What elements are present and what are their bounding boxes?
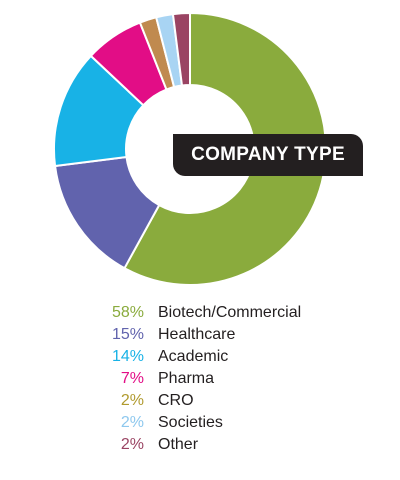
legend-label: Pharma	[158, 370, 215, 387]
chart-title-badge: COMPANY TYPE	[173, 134, 363, 176]
legend-percent: 58%	[111, 304, 144, 321]
legend-item-healthcare: 15% Healthcare	[96, 324, 301, 346]
chart-legend: 58% Biotech/Commercial 15% Healthcare 14% Aca…	[96, 302, 301, 456]
legend-label: Healthcare	[158, 326, 236, 343]
legend-label: Biotech/Commercial	[158, 304, 302, 321]
donut-chart	[53, 11, 327, 286]
legend-label: Societies	[158, 414, 223, 431]
legend-item-cro: 2% CRO	[96, 390, 301, 412]
legend-percent: 7%	[120, 370, 144, 387]
legend-item-academic: 14% Academic	[96, 346, 301, 368]
legend-percent: 2%	[120, 436, 144, 453]
slice-other	[171, 11, 191, 87]
legend-percent: 2%	[120, 414, 144, 431]
legend-item-pharma: 7% Pharma	[96, 368, 301, 390]
legend-percent: 2%	[120, 392, 144, 409]
chart-title: COMPANY TYPE	[191, 144, 345, 165]
legend-label: Other	[158, 436, 199, 453]
legend-label: Academic	[158, 348, 229, 365]
legend-item-biotech-commercial: 58% Biotech/Commercial	[96, 302, 301, 324]
legend-percent: 14%	[111, 348, 144, 365]
legend-label: CRO	[158, 392, 194, 409]
legend-item-societies: 2% Societies	[96, 412, 301, 434]
legend-percent: 15%	[111, 326, 144, 343]
legend-item-other: 2% Other	[96, 434, 301, 456]
